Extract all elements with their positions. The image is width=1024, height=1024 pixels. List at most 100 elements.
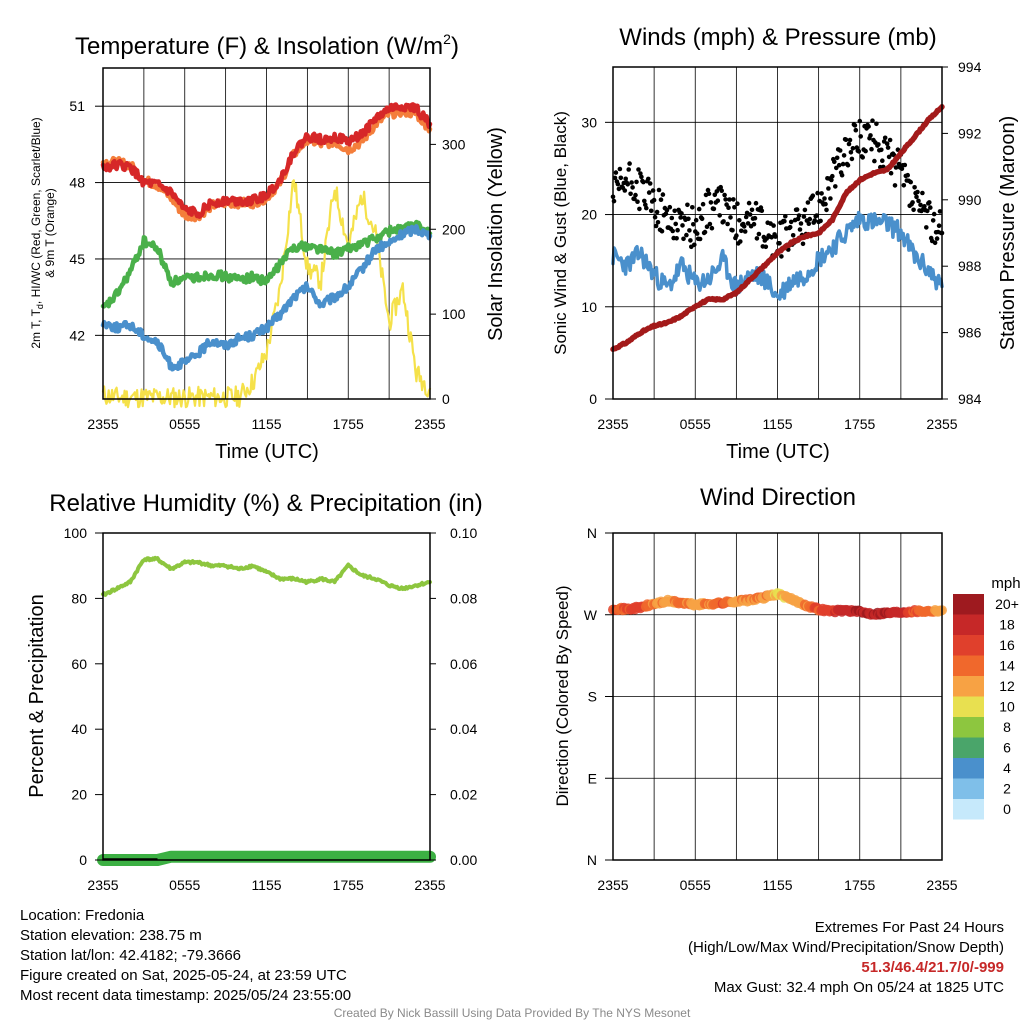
- wind-gust-point: [910, 200, 915, 205]
- colorbar-label: 16: [999, 637, 1015, 653]
- station-elevation: Station elevation: 238.75 m: [20, 927, 202, 944]
- wind-gust-point: [905, 172, 910, 178]
- wind-gust-point: [704, 224, 710, 229]
- wind-gust-point: [728, 215, 733, 220]
- wind-gust-point: [718, 184, 723, 190]
- pressure-y2-tick-label: 986: [958, 325, 982, 341]
- wind-gust-point: [884, 141, 890, 146]
- wind-gust-point: [653, 223, 659, 229]
- wind-gust-point: [914, 194, 919, 200]
- wind-gust-point: [815, 190, 820, 196]
- wind-gust-point: [721, 219, 726, 224]
- wind-gust-point: [892, 183, 898, 188]
- wind-direction-x-tick-label: 0555: [680, 877, 711, 893]
- insolation-y2-tick-label: 100: [442, 306, 466, 322]
- wind-gust-point: [841, 153, 847, 158]
- wind-gust-point: [629, 180, 634, 185]
- wind-gust-point: [797, 227, 803, 232]
- wind-gust-point: [932, 240, 938, 246]
- wind-direction-points: [608, 588, 947, 620]
- wind-gust-point: [637, 206, 642, 212]
- wind-gust-point: [846, 141, 852, 147]
- wind-gust-point: [893, 165, 899, 170]
- precipitation-y2-tick-label: 0.06: [450, 656, 477, 672]
- wind-gust-point: [915, 189, 920, 195]
- wind-gust-point: [754, 236, 760, 241]
- colorbar-label: 4: [1003, 760, 1011, 776]
- wind-gust-point: [769, 235, 774, 240]
- wind-gust-point: [635, 199, 640, 204]
- wind-gust-point: [730, 228, 735, 233]
- wind-gust-point: [771, 223, 776, 228]
- wind-gust-point: [916, 198, 921, 204]
- colorbar-swatch: [953, 778, 984, 799]
- humidity-x-tick-label: 1755: [333, 877, 364, 893]
- humidity-series-relative-humidity: [101, 555, 432, 597]
- colorbar-label: 6: [1003, 740, 1011, 756]
- winds-series-wind-gust: [610, 118, 945, 259]
- wind-gust-point: [790, 233, 796, 238]
- colorbar-label: 18: [999, 617, 1015, 633]
- wind-gust-point: [834, 155, 840, 161]
- wind-gust-point: [708, 200, 714, 205]
- wind-gust-point: [658, 197, 664, 202]
- wind-gust-point: [712, 192, 718, 198]
- wind-gust-point: [918, 202, 923, 208]
- temperature-series-temperature_2m: [100, 102, 433, 219]
- wind-gust-point: [737, 218, 742, 223]
- temperature-y-tick-label: 51: [69, 98, 85, 114]
- pressure-y2-tick-label: 988: [958, 258, 982, 274]
- pressure-y2-tick-label: 992: [958, 125, 982, 141]
- wind-gust-point: [794, 207, 800, 212]
- wind-gust-point: [679, 211, 684, 216]
- wind-gust-point: [832, 159, 837, 165]
- wind-gust-point: [826, 186, 831, 191]
- wind-gust-point: [814, 213, 819, 218]
- insolation-y2-tick-label: 0: [442, 391, 450, 407]
- wind-gust-point: [830, 173, 835, 179]
- wind-gust-point: [691, 222, 696, 227]
- colorbar-label: 12: [999, 678, 1015, 694]
- wind-gust-point: [663, 211, 669, 217]
- wind-gust-point: [684, 232, 689, 238]
- wind-gust-point: [870, 118, 875, 123]
- wind-gust-point: [805, 200, 811, 205]
- wind-gust-point: [641, 179, 646, 185]
- wind-gust-point: [888, 170, 894, 176]
- wind-gust-point: [625, 182, 630, 187]
- wind-gust-point: [673, 221, 678, 227]
- wind-gust-point: [699, 216, 705, 222]
- wind-gust-point: [747, 212, 753, 217]
- wind-gust-point: [615, 181, 621, 187]
- wind-gust-point: [818, 218, 823, 224]
- wind-gust-point: [690, 205, 695, 210]
- temperature-x-axis-label: Time (UTC): [215, 441, 319, 463]
- wind-gust-point: [678, 215, 683, 220]
- wind-gust-point: [672, 208, 677, 214]
- wind-gust-point: [840, 161, 846, 167]
- wind-gust-point: [824, 207, 829, 213]
- winds-x-tick-label: 1755: [844, 416, 875, 432]
- insolation-y2-tick-label: 200: [442, 221, 466, 237]
- wind-gust-point: [692, 242, 697, 248]
- winds-y-tick-label: 30: [581, 114, 597, 130]
- wind-gust-point: [852, 123, 858, 128]
- wind-gust-point: [866, 124, 871, 129]
- winds-x-tick-label: 1155: [762, 416, 792, 432]
- wind-gust-point: [669, 215, 675, 221]
- temperature-y-axis-label: 2m T, Td, HI/WC (Red, Green, Scarlet/Blu…: [29, 117, 45, 348]
- wind-gust-point: [742, 229, 748, 234]
- wind-gust-point: [656, 187, 662, 193]
- wind-gust-point: [759, 208, 765, 213]
- wind-gust-point: [925, 208, 930, 214]
- wind-gust-point: [675, 227, 680, 233]
- wind-gust-point: [796, 213, 802, 218]
- wind-gust-point: [745, 221, 751, 226]
- figure-created: Figure created on Sat, 2025-05-24, at 23…: [20, 967, 347, 984]
- winds-x-tick-label: 2355: [926, 416, 957, 432]
- wind-gust-point: [872, 158, 877, 164]
- precipitation-y2-tick-label: 0.08: [450, 590, 477, 606]
- wind-gust-point: [723, 197, 728, 202]
